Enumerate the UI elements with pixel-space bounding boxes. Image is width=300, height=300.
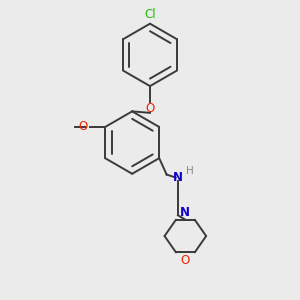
Text: N: N [180, 206, 190, 218]
Text: O: O [181, 254, 190, 267]
Text: N: N [173, 171, 183, 184]
Text: Cl: Cl [144, 8, 156, 21]
Text: H: H [186, 166, 194, 176]
Text: O: O [146, 103, 154, 116]
Text: O: O [79, 121, 88, 134]
